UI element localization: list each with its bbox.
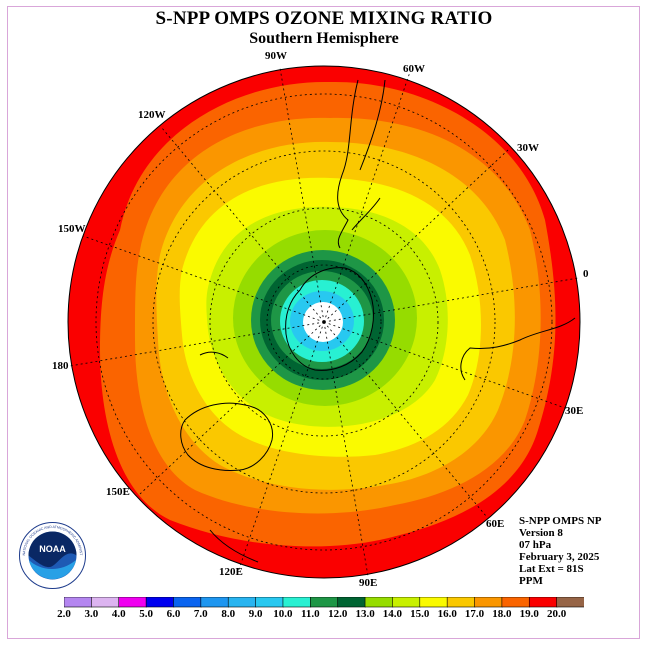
colorbar-swatch (227, 597, 257, 608)
latitude-circle-50s (95, 93, 553, 551)
lon-label-0: 0 (583, 268, 589, 280)
coastlines (180, 79, 576, 563)
colorbar-swatch (310, 597, 339, 608)
lon-label-120w: 120W (138, 109, 166, 121)
antarctic-peninsula (351, 197, 381, 231)
colorbar-swatch (64, 597, 93, 608)
colorbar-swatch (337, 597, 366, 608)
colorbar-tick-label: 18.0 (492, 608, 512, 620)
meridian-150e (139, 321, 325, 495)
colorbar-swatch (173, 597, 202, 608)
noaa-logo: NOAA NATIONAL OCEANIC AND ATMOSPHERIC AD… (19, 522, 86, 589)
australia-coast (180, 402, 274, 471)
colorbar-swatch (118, 597, 147, 608)
lon-label-30w: 30W (517, 142, 539, 154)
latitude-circle-80s (266, 264, 382, 380)
antarctica-coast (285, 267, 375, 371)
colorbar-tick-label: 6.0 (166, 608, 181, 620)
colorbar-tick-label: 7.0 (193, 608, 208, 620)
logo-wordmark: NOAA (39, 544, 66, 554)
info-units: PPM (519, 575, 543, 587)
colorbar-swatch (200, 597, 230, 608)
colorbar-swatch (501, 597, 531, 608)
colorbar-swatch (282, 597, 312, 608)
colorbar (64, 597, 584, 608)
info-level: 07 hPa (519, 539, 552, 551)
colorbar-swatch (145, 597, 175, 608)
colorbar-tick-label: 9.0 (248, 608, 263, 620)
colorbar-tick-label: 5.0 (139, 608, 153, 620)
colorbar-swatch (364, 597, 394, 608)
colorbar-tick-label: 15.0 (410, 608, 430, 620)
colorbar-swatch (255, 597, 284, 608)
colorbar-tick-label: 2.0 (57, 608, 71, 620)
lon-label-60w: 60W (403, 63, 425, 75)
colorbar-tick-label: 14.0 (382, 608, 403, 620)
meridian-60e (323, 321, 487, 517)
latitude-circle-70s (209, 207, 439, 437)
bird-icon (28, 531, 77, 568)
meridian-60w (323, 71, 411, 323)
colorbar-tick-label: 20.0 (546, 608, 567, 620)
figure-frame (7, 6, 640, 639)
info-instrument: S-NPP OMPS NP (519, 515, 602, 527)
product-info: S-NPP OMPS NP Version 8 07 hPa February … (519, 515, 602, 587)
meridian-120e (237, 321, 325, 573)
meridian-120w (161, 127, 325, 323)
colorbar-tick-label: 12.0 (328, 608, 348, 620)
colorbar-tick-label: 19.0 (519, 608, 539, 620)
lon-label-90w: 90W (265, 50, 287, 62)
colorbar-swatch (392, 597, 421, 608)
island-coast (199, 351, 229, 359)
colorbar-tick-label: 16.0 (437, 608, 457, 620)
info-date: February 3, 2025 (519, 551, 600, 563)
figure-title: S-NPP OMPS OZONE MIXING RATIO (155, 8, 493, 29)
colorbar-tick-label: 4.0 (111, 608, 126, 620)
info-version: Version 8 (519, 527, 563, 539)
map-boundary (67, 65, 581, 579)
colorbar-tick-label: 3.0 (84, 608, 99, 620)
meridian-30w (323, 149, 509, 323)
colorbar-swatch (528, 597, 558, 608)
graticule (69, 67, 579, 577)
lon-label-120e: 120E (219, 566, 243, 578)
info-lat-ext: Lat Ext = 81S (519, 563, 584, 575)
colorbar-tick-label: 17.0 (464, 608, 485, 620)
colorbar-tick-label: 11.0 (300, 608, 320, 620)
latitude-circle-60s (152, 150, 496, 494)
colorbar-swatch (91, 597, 120, 608)
colorbar-tick-label: 13.0 (355, 608, 375, 620)
colorbar-swatch (474, 597, 503, 608)
colorbar-tick-label: 10.0 (273, 608, 293, 620)
lon-label-90e: 90E (359, 577, 378, 589)
lon-label-180: 180 (52, 360, 69, 372)
colorbar-swatch (419, 597, 448, 608)
south-america-coast (337, 79, 359, 249)
colorbar-swatch (446, 597, 476, 608)
colorbar-tick-label: 8.0 (221, 608, 236, 620)
wave-icon (29, 560, 76, 580)
lon-label-150w: 150W (58, 223, 86, 235)
figure-subtitle: Southern Hemisphere (249, 30, 399, 47)
colorbar-swatch (556, 597, 584, 608)
lon-label-30e: 30E (565, 405, 584, 417)
south-america-coast-east (359, 79, 386, 171)
new-zealand-coast (209, 529, 259, 563)
lon-label-150e: 150E (106, 486, 130, 498)
africa-coast (460, 317, 576, 381)
lon-label-60e: 60E (486, 518, 505, 530)
